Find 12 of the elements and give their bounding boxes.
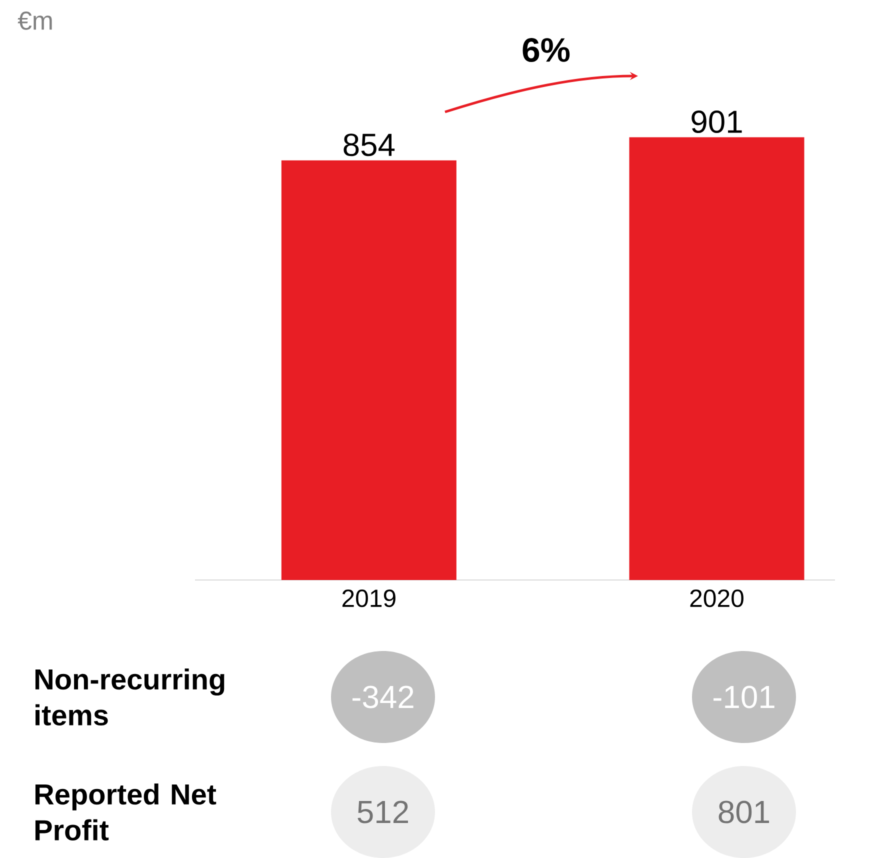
text: 512 [358,800,408,824]
x-tick-label: 2020 [690,590,744,608]
text: -342 [352,686,414,708]
data-label: 901 [692,110,742,134]
x-tick-label: 2019 [342,590,396,608]
text: €m [18,12,52,30]
text: Reported Net Profit [35,783,216,841]
text: 801 [718,800,770,824]
text: 6% [522,38,570,62]
data-label: 854 [344,134,395,156]
text: Non-recurring items [35,668,224,726]
text: -101 [714,686,774,708]
